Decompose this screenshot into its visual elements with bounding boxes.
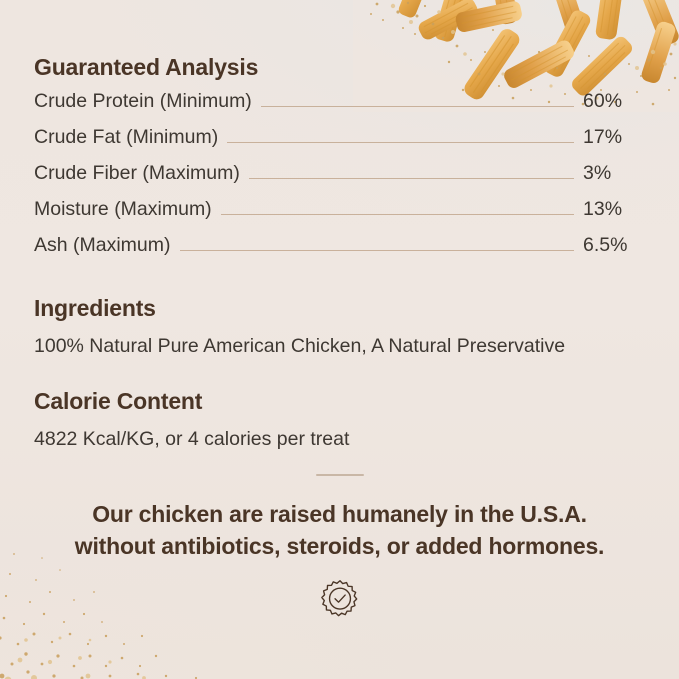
nutrient-value: 6.5% bbox=[583, 234, 628, 256]
guaranteed-analysis-table: Crude Protein (Minimum) 60% Crude Fat (M… bbox=[34, 90, 645, 270]
nutrient-value: 60% bbox=[583, 90, 623, 112]
nutrient-name: Crude Fiber (Maximum) bbox=[34, 162, 240, 184]
leader-line bbox=[227, 142, 574, 143]
table-row: Crude Protein (Minimum) 60% bbox=[34, 90, 645, 126]
guaranteed-analysis-section: Guaranteed Analysis Crude Protein (Minim… bbox=[34, 54, 645, 270]
nutrient-value: 17% bbox=[583, 126, 623, 148]
check-rosette-seal-icon bbox=[318, 578, 362, 622]
ingredients-title: Ingredients bbox=[34, 295, 156, 321]
nutrient-name: Ash (Maximum) bbox=[34, 234, 171, 256]
leader-line bbox=[260, 106, 574, 107]
ingredients-section: Ingredients 100% Natural Pure American C… bbox=[34, 295, 645, 358]
promise-line-2: without antibiotics, steroids, or added … bbox=[74, 533, 605, 559]
nutrient-name: Crude Protein (Minimum) bbox=[34, 90, 252, 112]
section-divider bbox=[315, 474, 364, 476]
promise-line-1: Our chicken are raised humanely in the U… bbox=[92, 501, 587, 527]
nutrient-name: Crude Fat (Minimum) bbox=[34, 126, 219, 148]
nutrient-value: 13% bbox=[583, 198, 623, 220]
leader-line bbox=[179, 250, 574, 251]
table-row: Crude Fat (Minimum) 17% bbox=[34, 126, 645, 162]
leader-line bbox=[220, 214, 574, 215]
calorie-content-section: Calorie Content 4822 Kcal/KG, or 4 calor… bbox=[34, 388, 645, 451]
promise-statement: Our chicken are raised humanely in the U… bbox=[34, 498, 645, 562]
table-row: Moisture (Maximum) 13% bbox=[34, 198, 645, 234]
ingredients-text: 100% Natural Pure American Chicken, A Na… bbox=[34, 335, 566, 357]
nutrient-name: Moisture (Maximum) bbox=[34, 198, 212, 220]
calorie-content-title: Calorie Content bbox=[34, 388, 203, 414]
calorie-content-text: 4822 Kcal/KG, or 4 calories per treat bbox=[34, 428, 350, 450]
table-row: Ash (Maximum) 6.5% bbox=[34, 234, 645, 270]
nutrient-value: 3% bbox=[583, 162, 612, 184]
guaranteed-analysis-title: Guaranteed Analysis bbox=[34, 54, 259, 80]
table-row: Crude Fiber (Maximum) 3% bbox=[34, 162, 645, 198]
leader-line bbox=[248, 178, 574, 179]
